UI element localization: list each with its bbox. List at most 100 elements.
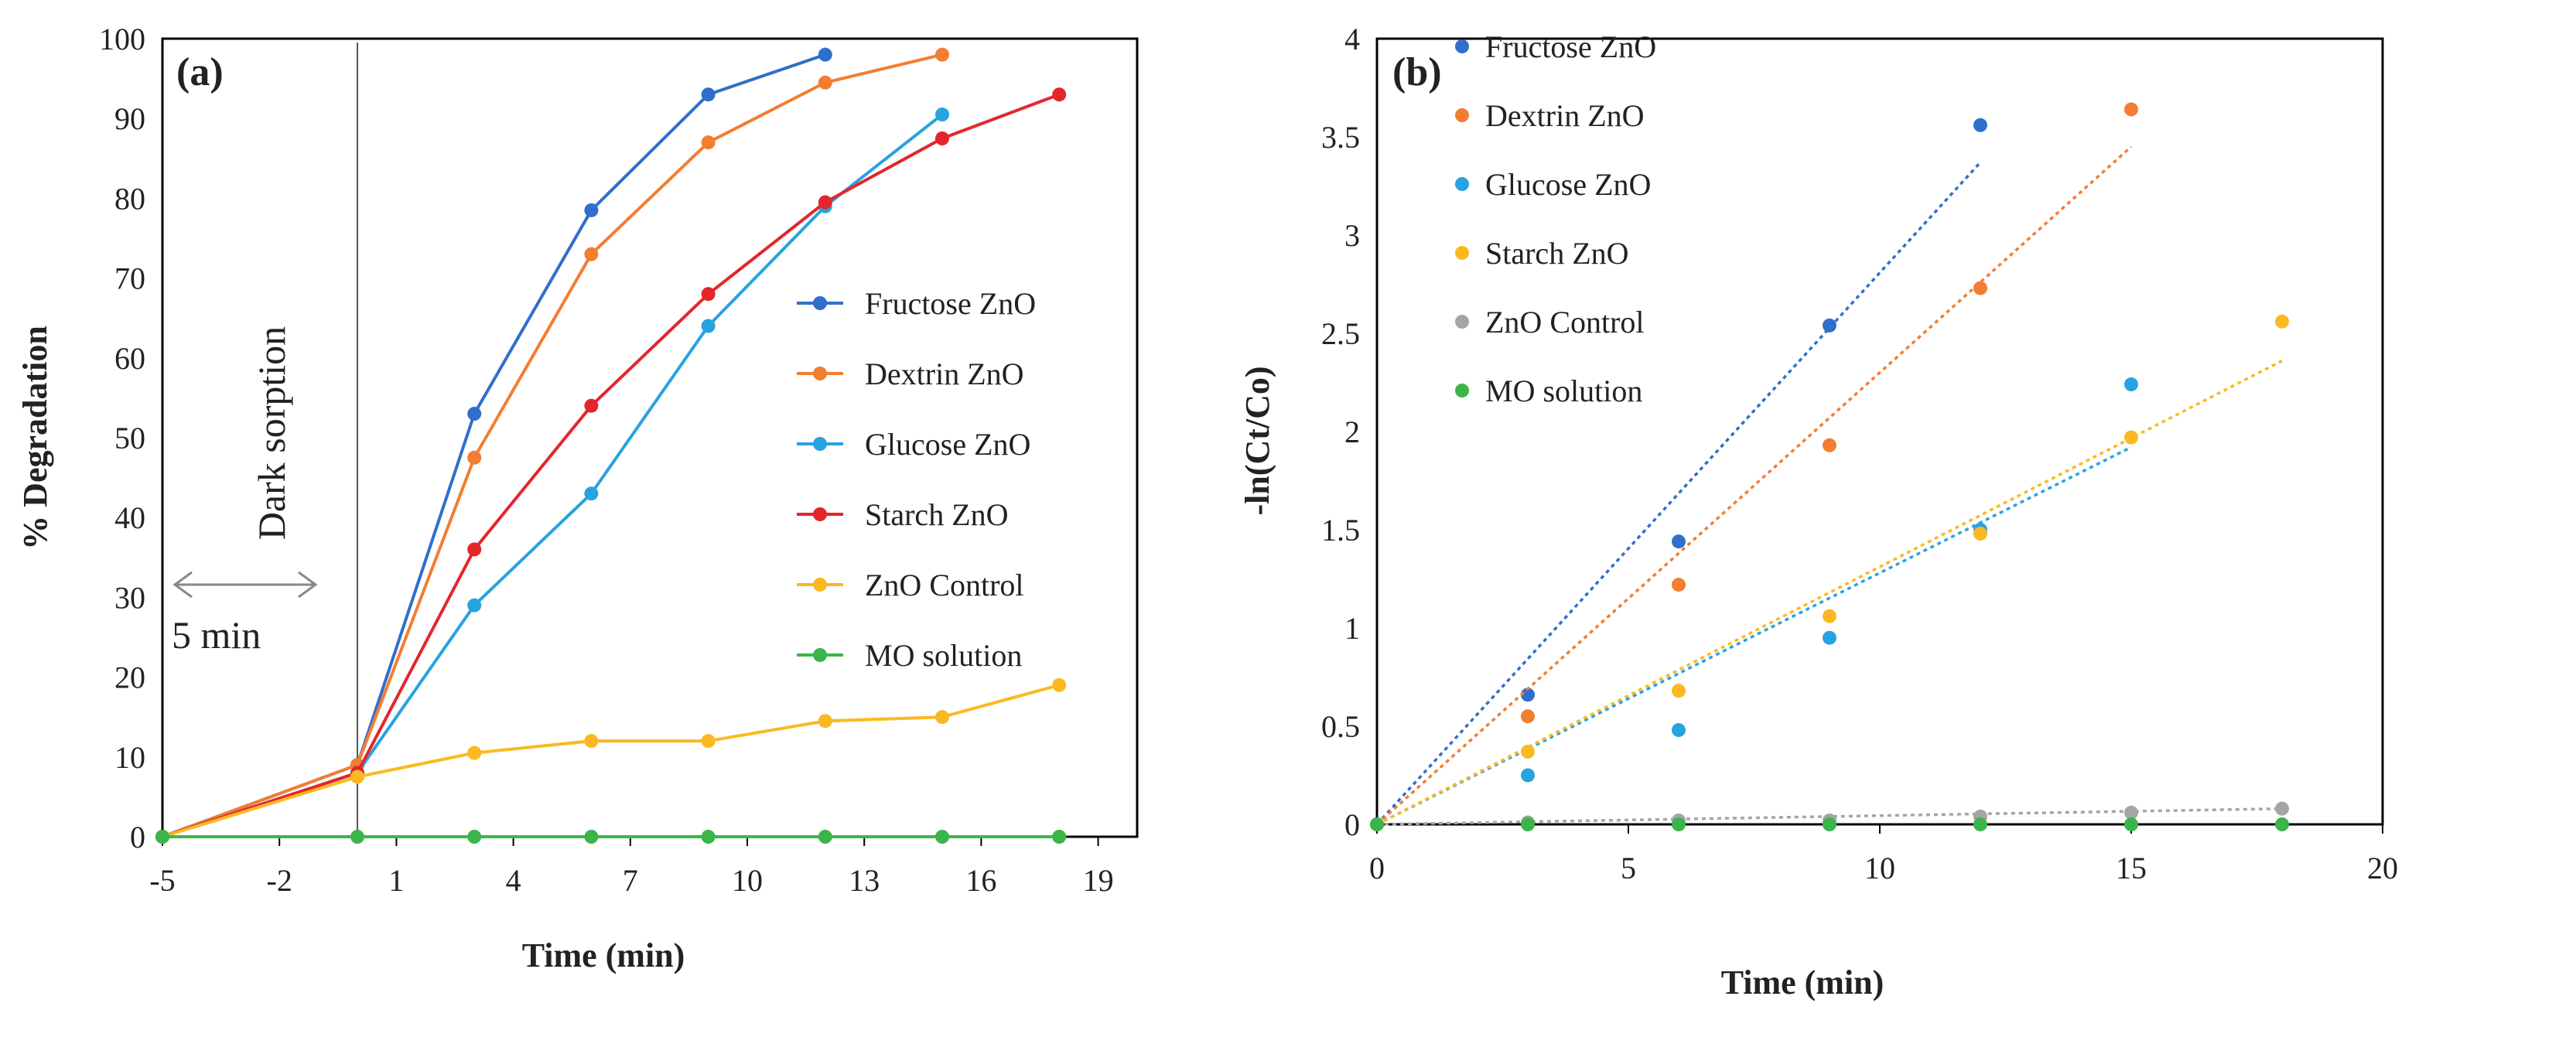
data-point: [1973, 817, 1987, 831]
y-tick-label: 30: [114, 580, 145, 615]
x-tick-label: 0: [1369, 851, 1385, 885]
legend-label: Fructose ZnO: [865, 286, 1036, 321]
data-point: [584, 398, 599, 413]
series-zno-control: [155, 677, 1067, 844]
data-point: [155, 830, 169, 844]
series-line: [162, 683, 1060, 838]
y-tick-label: 1.5: [1321, 513, 1360, 548]
legend-marker: [1455, 108, 1469, 122]
legend-label: Dextrin ZnO: [865, 357, 1024, 391]
data-point: [818, 75, 832, 90]
y-tick-label: 0: [1344, 807, 1360, 842]
y-tick-label: 4: [1344, 22, 1360, 56]
x-tick-label: 10: [1864, 851, 1895, 885]
data-point: [467, 745, 482, 760]
legend-label: Fructose ZnO: [1485, 29, 1656, 64]
y-axis-label-a: % Degradation: [16, 326, 54, 550]
data-point: [701, 135, 716, 150]
y-tick-label: 10: [114, 740, 145, 775]
legend-label: MO solution: [1485, 374, 1642, 408]
data-point: [818, 195, 832, 210]
series-mo-solution: [1370, 817, 2289, 831]
y-tick-label: 3.5: [1321, 120, 1360, 155]
data-point: [2275, 314, 2289, 329]
data-point: [1823, 438, 1836, 452]
legend-marker: [813, 507, 827, 521]
legend-marker: [813, 437, 827, 451]
data-point: [467, 407, 482, 421]
y-tick-label: 80: [114, 181, 145, 216]
data-point: [1823, 817, 1836, 831]
legend-item: Starch ZnO: [1455, 236, 1629, 271]
legend-label: Glucose ZnO: [865, 427, 1030, 462]
chart-a: (a) Dark sorption 5 min Time (min) % Deg…: [16, 22, 1139, 974]
legend-label: Starch ZnO: [865, 497, 1009, 532]
legend-label: Starch ZnO: [1485, 236, 1629, 271]
trend-line: [1375, 161, 1982, 826]
legend-marker: [1455, 315, 1469, 329]
x-tick-label: 1: [388, 863, 404, 898]
data-point: [1973, 281, 1987, 295]
data-point: [2275, 801, 2289, 816]
chart-b: (b) Time (min) -ln(Ct/Co) 0 5 10 15 20 0 0.5 1 1…: [1238, 22, 2398, 1001]
data-point: [935, 710, 949, 725]
dark-sorption-label: Dark sorption: [250, 326, 293, 540]
data-point: [1823, 609, 1836, 623]
legend-item: MO solution: [1455, 374, 1642, 408]
data-point: [467, 450, 482, 465]
legend-marker: [813, 367, 827, 380]
data-point: [1521, 687, 1535, 702]
y-tick-label: 90: [114, 101, 145, 136]
data-point: [1672, 723, 1686, 738]
data-point: [935, 131, 949, 145]
duration-label: 5 min: [172, 613, 261, 657]
data-point: [818, 47, 832, 62]
trend-line: [1375, 145, 2133, 826]
y-tick-label: 1: [1344, 611, 1360, 646]
data-point: [1672, 817, 1686, 831]
x-tick-label: 10: [732, 863, 763, 898]
x-tick-label: 19: [1083, 863, 1114, 898]
legend-label: Glucose ZnO: [1485, 167, 1651, 202]
series-mo-solution: [155, 830, 1067, 844]
data-point: [467, 598, 482, 612]
data-point: [2124, 805, 2138, 820]
legend-item: Dextrin ZnO: [797, 357, 1024, 391]
data-point: [584, 830, 599, 844]
data-point: [584, 247, 599, 261]
series-dextrin-zno: [1370, 102, 2138, 831]
legend-marker: [1455, 39, 1469, 53]
x-tick-label: 5: [1621, 851, 1636, 885]
legend-item: Dextrin ZnO: [1455, 98, 1645, 133]
trend-line: [1376, 360, 2283, 826]
x-tick-label: 4: [506, 863, 521, 898]
data-point: [1521, 817, 1535, 831]
data-point: [935, 47, 949, 62]
data-point: [1672, 578, 1686, 592]
data-point: [1052, 830, 1067, 844]
data-point: [701, 830, 716, 844]
y-tick-label: 100: [99, 22, 145, 56]
data-point: [818, 830, 832, 844]
data-point: [1052, 87, 1067, 102]
y-tick-label: 2: [1344, 415, 1360, 449]
legend-label: MO solution: [865, 638, 1022, 673]
legend-label: ZnO Control: [1485, 305, 1645, 339]
legend-marker: [1455, 177, 1469, 191]
data-point: [935, 107, 949, 122]
series-glucose-zno: [1370, 377, 2138, 831]
y-tick-label: 0.5: [1321, 709, 1360, 744]
y-tick-label: 20: [114, 660, 145, 695]
double-arrow-icon: [173, 571, 318, 599]
y-tick-label: 40: [114, 500, 145, 535]
y-tick-label: 0: [130, 820, 145, 855]
legend-item: Glucose ZnO: [797, 427, 1030, 462]
trend-line: [1376, 445, 2132, 826]
y-tick-label: 2.5: [1321, 316, 1360, 351]
data-point: [935, 830, 949, 844]
legend-label: ZnO Control: [865, 568, 1024, 602]
x-tick-label: 15: [2116, 851, 2147, 885]
data-point: [1052, 677, 1067, 692]
x-axis-label-a: Time (min): [522, 936, 685, 974]
data-point: [584, 734, 599, 749]
